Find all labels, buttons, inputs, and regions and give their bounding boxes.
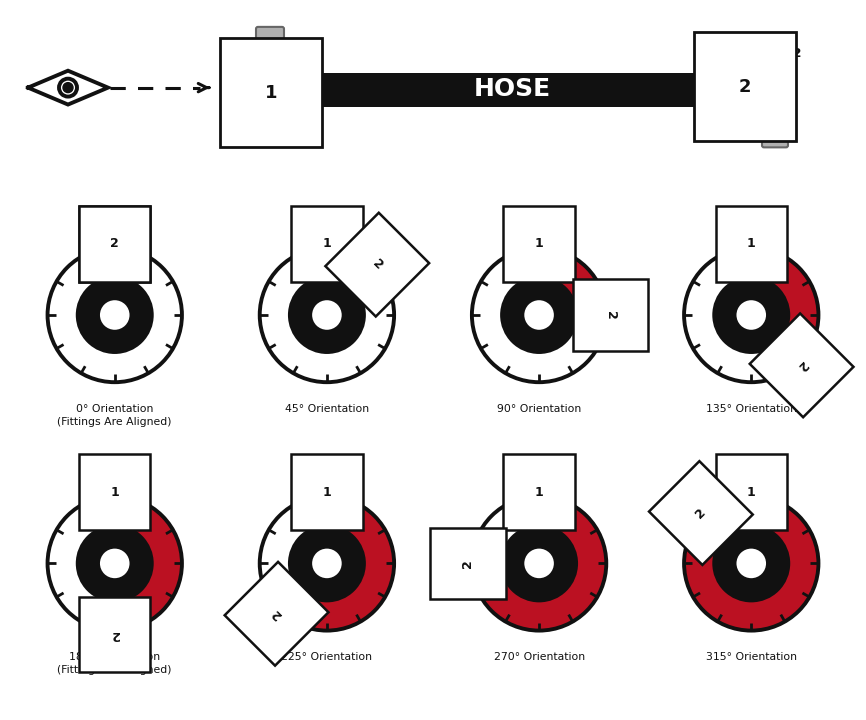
Circle shape	[524, 300, 554, 330]
Circle shape	[501, 524, 578, 603]
FancyBboxPatch shape	[107, 251, 122, 281]
Circle shape	[501, 276, 578, 354]
Text: 270° Orientation: 270° Orientation	[494, 652, 585, 662]
Wedge shape	[751, 248, 818, 362]
FancyBboxPatch shape	[107, 598, 122, 628]
Text: HOSE: HOSE	[474, 76, 551, 101]
Text: 1: 1	[746, 486, 756, 499]
Bar	[297, 73, 715, 107]
FancyBboxPatch shape	[751, 78, 783, 102]
Circle shape	[524, 549, 554, 578]
Text: Fitting 1: Fitting 1	[250, 125, 313, 138]
Text: Fitting 2: Fitting 2	[738, 47, 802, 60]
Text: 2: 2	[370, 257, 385, 272]
FancyBboxPatch shape	[532, 251, 546, 281]
Text: 1: 1	[110, 238, 120, 251]
Text: 2: 2	[739, 78, 751, 96]
Wedge shape	[326, 248, 374, 315]
Wedge shape	[684, 496, 818, 631]
Text: 1: 1	[534, 486, 544, 499]
Text: 90° Orientation: 90° Orientation	[497, 404, 581, 414]
Wedge shape	[114, 496, 182, 631]
Text: 2: 2	[693, 505, 708, 521]
FancyBboxPatch shape	[107, 499, 122, 529]
Text: 1: 1	[265, 84, 277, 102]
Circle shape	[712, 276, 790, 354]
Circle shape	[736, 300, 766, 330]
Circle shape	[288, 524, 365, 603]
Circle shape	[736, 549, 766, 578]
Text: 45° Orientation: 45° Orientation	[285, 404, 369, 414]
FancyBboxPatch shape	[475, 556, 505, 571]
FancyBboxPatch shape	[744, 251, 759, 281]
FancyBboxPatch shape	[257, 68, 285, 111]
Circle shape	[312, 549, 342, 578]
Text: 2: 2	[462, 559, 475, 568]
Text: 1: 1	[322, 486, 332, 499]
FancyBboxPatch shape	[573, 307, 604, 323]
FancyBboxPatch shape	[762, 130, 788, 148]
FancyBboxPatch shape	[107, 251, 122, 281]
FancyBboxPatch shape	[763, 94, 787, 132]
Wedge shape	[280, 496, 394, 631]
Circle shape	[100, 300, 130, 330]
Wedge shape	[539, 248, 606, 315]
FancyBboxPatch shape	[731, 68, 759, 111]
Text: 1: 1	[746, 238, 756, 251]
Circle shape	[312, 300, 342, 330]
Text: 1: 1	[534, 238, 544, 251]
Text: 2: 2	[604, 310, 617, 320]
FancyBboxPatch shape	[701, 513, 732, 544]
Text: 315° Orientation: 315° Orientation	[706, 652, 797, 662]
FancyBboxPatch shape	[320, 251, 334, 281]
Circle shape	[76, 276, 154, 354]
Text: 2: 2	[268, 606, 284, 621]
Circle shape	[712, 524, 790, 603]
Text: 2: 2	[794, 358, 810, 373]
Text: 2: 2	[110, 238, 120, 251]
Text: 1: 1	[110, 486, 120, 499]
FancyBboxPatch shape	[744, 499, 759, 529]
Text: 225° Orientation: 225° Orientation	[281, 652, 372, 662]
Circle shape	[76, 524, 154, 603]
Circle shape	[63, 83, 73, 93]
Text: 2: 2	[110, 628, 120, 641]
FancyBboxPatch shape	[280, 68, 303, 112]
FancyBboxPatch shape	[711, 68, 734, 112]
FancyBboxPatch shape	[277, 583, 307, 613]
FancyBboxPatch shape	[771, 335, 801, 365]
FancyBboxPatch shape	[346, 265, 377, 295]
Text: 0° Orientation
(Fittings Are Aligned): 0° Orientation (Fittings Are Aligned)	[57, 404, 172, 427]
Text: 1: 1	[322, 238, 332, 251]
FancyBboxPatch shape	[532, 499, 546, 529]
FancyBboxPatch shape	[320, 499, 334, 529]
FancyBboxPatch shape	[258, 39, 282, 76]
FancyBboxPatch shape	[256, 27, 284, 46]
Circle shape	[59, 78, 77, 96]
Wedge shape	[472, 496, 606, 631]
Text: 135° Orientation: 135° Orientation	[706, 404, 797, 414]
Circle shape	[100, 549, 130, 578]
Circle shape	[288, 276, 365, 354]
Text: 180° Orientation
(Fittings Are Aligned): 180° Orientation (Fittings Are Aligned)	[57, 652, 172, 675]
